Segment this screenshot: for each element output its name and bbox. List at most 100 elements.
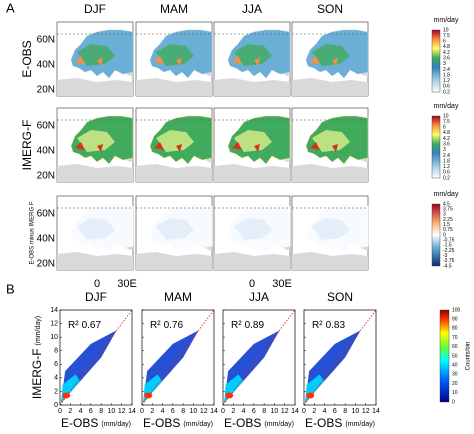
map [56, 21, 134, 97]
colorbar-tick-label: 10 [443, 27, 449, 33]
x-tick-label: 8 [99, 408, 103, 415]
map [56, 195, 134, 271]
density-core [306, 392, 315, 399]
lat-tick-label: 60N [37, 121, 55, 132]
colorbar-tick-label: 1.8 [443, 72, 450, 78]
colorbar-tick-label: 40 [452, 363, 458, 369]
r2-symbol: R² [68, 320, 79, 331]
map [135, 107, 213, 183]
land [57, 214, 133, 270]
colorbar-tick-label: 3.6 [443, 56, 450, 62]
colorbar-tick-label: 20 [452, 381, 458, 387]
x-label-unit: (mm/day) [183, 421, 213, 428]
x-tick-label: 4 [242, 408, 246, 415]
season-label: JJA [249, 290, 269, 304]
x-tick-label: 12 [200, 408, 208, 415]
colorbar-tick-label: -0.75 [443, 237, 455, 243]
colorbar-tick-label: 10 [443, 113, 449, 119]
colorbar-tick-label: 60 [452, 344, 458, 350]
x-tick-label: 14 [291, 408, 299, 415]
x-tick-label: 14 [128, 408, 136, 415]
r2-symbol: R² [231, 320, 242, 331]
hotspot [154, 142, 182, 152]
hotspot [232, 142, 260, 152]
colorbar-tick-label: -4.5 [443, 263, 452, 269]
colorbar-tick-label: 7.5 [443, 119, 450, 125]
lon-tick-label: 30E [272, 278, 292, 290]
colorbar-tick-label: -2.25 [443, 248, 455, 254]
colorbar-tick-label: 4.5 [443, 201, 450, 207]
x-tick-label: 8 [262, 408, 266, 415]
x-tick-label: 10 [108, 408, 116, 415]
region [77, 218, 115, 240]
region [156, 218, 194, 240]
colorbar-tick-label: 4.8 [443, 44, 450, 50]
y-tick-label: 8 [54, 348, 58, 355]
colorbar-tick-label: 100 [452, 307, 461, 313]
r2-label: R² 0.76 [150, 320, 183, 331]
x-axis-label: E-OBS (mm/day) [305, 416, 375, 430]
map [56, 107, 134, 183]
season-label: DJF [84, 2, 106, 16]
hotspot [232, 56, 260, 66]
season-label: JJA [242, 2, 262, 16]
x-tick-label: 12 [281, 408, 289, 415]
r2-label: R² 0.67 [68, 320, 101, 331]
colorbar-tick-label: 0.75 [443, 227, 453, 233]
density-core [225, 392, 234, 399]
y-axis-label: IMERG-F (mm/day) [30, 316, 44, 399]
colorbar-tick-label: 0.2 [443, 175, 450, 181]
hotspot [154, 56, 182, 66]
y-tick-label: 2 [54, 388, 58, 395]
land [214, 214, 290, 270]
colorbar-tick-label: -3 [443, 253, 448, 259]
row-label: E-OBS [20, 40, 34, 77]
region [77, 44, 115, 66]
land [214, 40, 290, 96]
map [291, 107, 369, 183]
r2-symbol: R² [312, 320, 323, 331]
lon-tick-label: 0 [249, 278, 255, 290]
x-tick-label: 6 [171, 408, 175, 415]
region [156, 44, 194, 66]
map [135, 21, 213, 97]
density-core [62, 392, 71, 399]
x-tick-label: 14 [372, 408, 380, 415]
density-core [144, 392, 153, 399]
x-tick-label: 12 [362, 408, 370, 415]
lat-tick-label: 40N [37, 234, 55, 245]
map [213, 195, 291, 271]
colorbar-tick-label: 50 [452, 353, 458, 359]
map [135, 195, 213, 271]
land [292, 214, 368, 270]
colorbar-tick-label: 0.6 [443, 170, 450, 176]
x-tick-label: 4 [161, 408, 165, 415]
lat-tick-label: 60N [37, 35, 55, 46]
colorbar-tick-label: 4.2 [443, 136, 450, 142]
panel-label: A [6, 0, 15, 15]
lon-tick-label: 0 [94, 278, 100, 290]
colorbar-tick-label: 90 [452, 317, 458, 323]
r2-symbol: R² [150, 320, 161, 331]
x-tick-label: 0 [140, 408, 144, 415]
r2-value: 0.89 [245, 320, 265, 331]
colorbar-tick-label: 3.75 [443, 206, 453, 212]
hotspot [310, 56, 338, 66]
y-tick-label: 6 [54, 361, 58, 368]
colorbar-tick-label: 3 [443, 61, 446, 67]
r2-label: R² 0.83 [312, 320, 345, 331]
map [291, 195, 369, 271]
colorbar-tick-label: 3 [443, 147, 446, 153]
colorbar-tick-label: 0.6 [443, 84, 450, 90]
y-tick-label: 0 [54, 402, 58, 409]
x-tick-label: 0 [221, 408, 225, 415]
lat-tick-label: 40N [37, 60, 55, 71]
colorbar [431, 29, 441, 93]
colorbar [431, 115, 441, 179]
x-tick-label: 2 [150, 408, 154, 415]
colorbar-tick-label: 4.2 [443, 50, 450, 56]
y-tick-label: 10 [50, 334, 58, 341]
one-to-one [141, 309, 215, 406]
one-to-one [303, 309, 377, 406]
one-to-one [59, 309, 133, 406]
